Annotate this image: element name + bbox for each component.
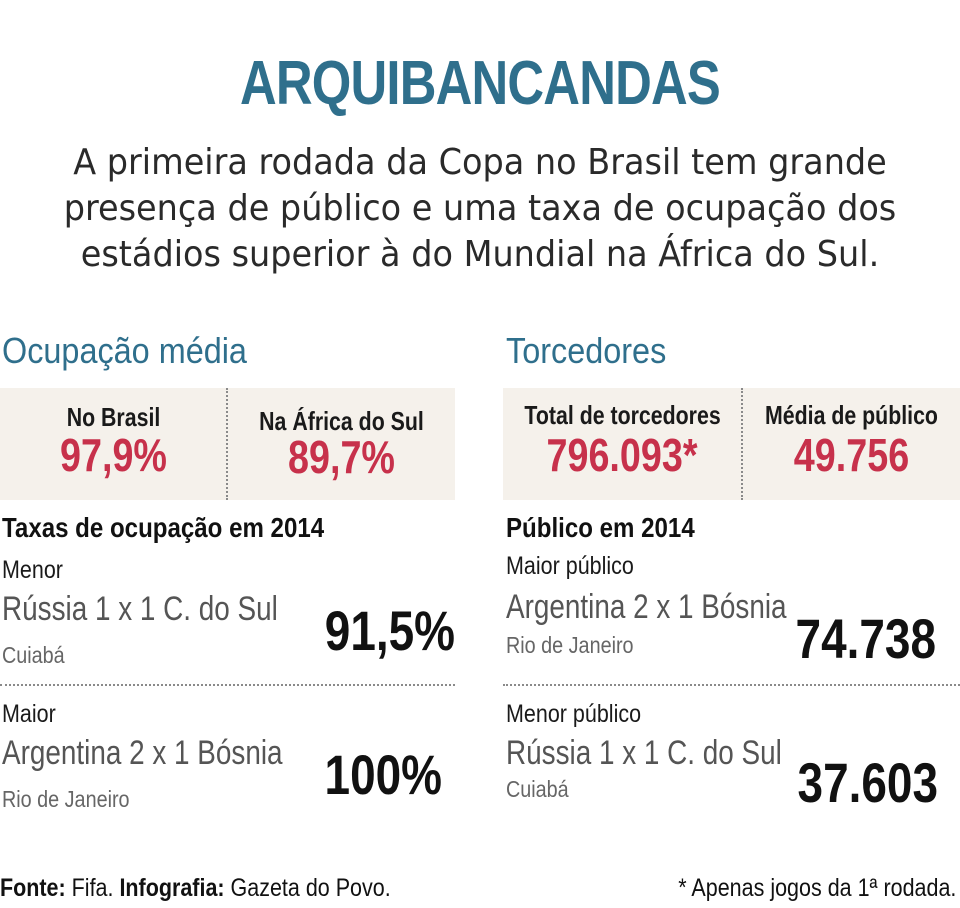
smallest-label: Menor público <box>506 700 642 728</box>
africa-cell: Na África do Sul 89,7% <box>228 388 455 500</box>
lowest-venue: Cuiabá <box>2 642 65 668</box>
fans-heading: Torcedores <box>506 330 667 371</box>
largest-value: 74.738 <box>795 607 936 670</box>
attendance-heading: Público em 2014 <box>506 512 695 543</box>
credit-label: Infografia: <box>113 874 225 902</box>
total-cell: Total de torcedores 796.093* <box>503 388 741 500</box>
subtitle-line-3: estádios superior à do Mundial na África… <box>80 234 880 275</box>
source-credit: Fonte: Fifa. Infografia: Gazeta do Povo. <box>0 874 391 903</box>
footnote: * Apenas jogos da 1ª rodada. <box>677 874 956 902</box>
highest-venue: Rio de Janeiro <box>2 786 130 812</box>
largest-label: Maior público <box>506 552 634 580</box>
source-value: Fifa. <box>65 874 114 902</box>
box-divider <box>226 388 228 500</box>
smallest-venue: Cuiabá <box>506 776 569 802</box>
smallest-match: Rússia 1 x 1 C. do Sul <box>506 734 782 772</box>
row-divider <box>503 684 960 686</box>
total-label: Total de torcedores <box>524 400 721 430</box>
source-label: Fonte: <box>0 874 66 902</box>
lowest-label: Menor <box>2 556 63 584</box>
credit-value: Gazeta do Povo. <box>224 874 391 902</box>
total-value: 796.093* <box>546 429 698 481</box>
brazil-label: No Brasil <box>66 402 161 432</box>
subtitle-line-2: presença de público e uma taxa de ocupaç… <box>63 188 897 229</box>
largest-venue: Rio de Janeiro <box>506 632 634 658</box>
subtitle: A primeira rodada da Copa no Brasil tem … <box>34 140 927 278</box>
avg-value: 49.756 <box>793 429 910 481</box>
lowest-value: 91,5% <box>324 599 455 662</box>
subtitle-line-1: A primeira rodada da Copa no Brasil tem … <box>73 142 887 183</box>
africa-label: Na África do Sul <box>259 406 424 436</box>
brazil-cell: No Brasil 97,9% <box>0 388 227 500</box>
largest-match: Argentina 2 x 1 Bósnia <box>506 588 787 626</box>
box-divider <box>741 388 743 500</box>
occupancy-summary-box: No Brasil 97,9% Na África do Sul 89,7% <box>0 388 455 500</box>
highest-label: Maior <box>2 700 56 728</box>
africa-value: 89,7% <box>288 431 395 483</box>
occupancy-heading: Ocupação média <box>2 330 247 371</box>
highest-value: 100% <box>324 743 442 806</box>
avg-cell: Média de público 49.756 <box>743 388 960 500</box>
highest-match: Argentina 2 x 1 Bósnia <box>2 734 283 772</box>
rates-heading: Taxas de ocupação em 2014 <box>2 512 325 543</box>
lowest-match: Rússia 1 x 1 C. do Sul <box>2 590 278 628</box>
smallest-value: 37.603 <box>797 751 938 814</box>
avg-label: Média de público <box>765 400 938 430</box>
brazil-value: 97,9% <box>60 429 167 481</box>
fans-summary-box: Total de torcedores 796.093* Média de pú… <box>503 388 960 500</box>
row-divider <box>0 684 455 686</box>
page-title: ARQUIBANCANDAS <box>240 49 721 118</box>
